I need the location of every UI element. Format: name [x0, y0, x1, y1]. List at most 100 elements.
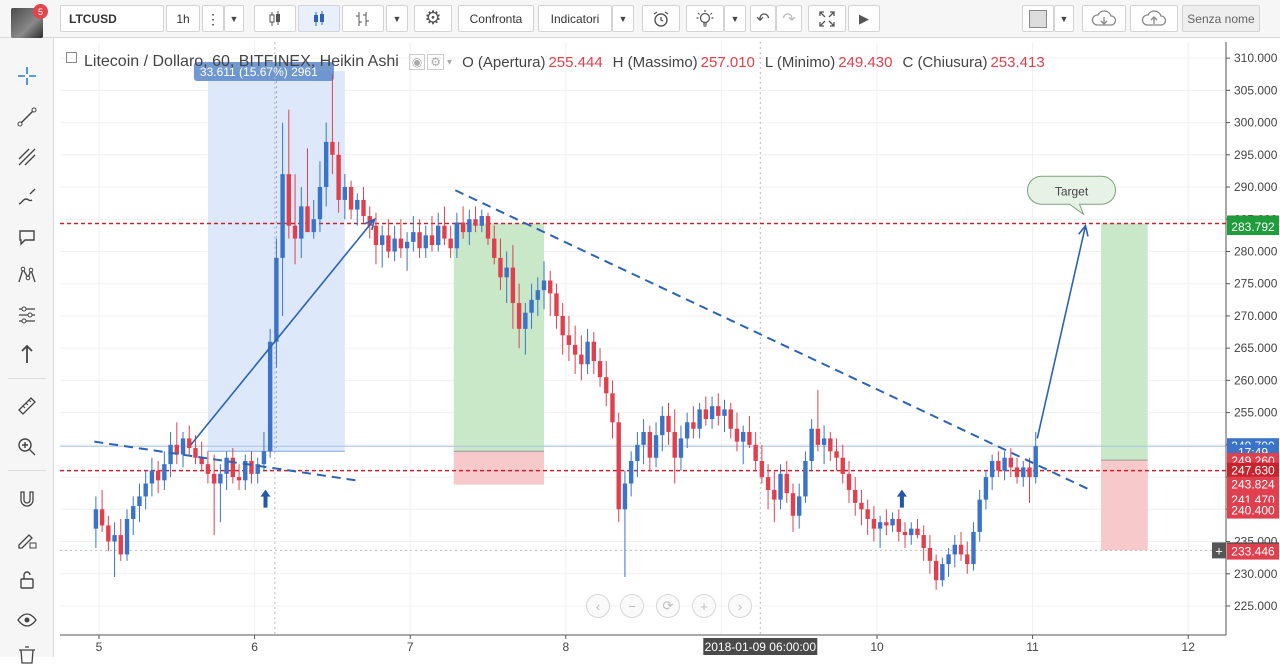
interval-label: 1h [176, 11, 190, 26]
arrow-tool[interactable] [14, 341, 40, 367]
pattern-tool[interactable] [14, 262, 40, 288]
candle-body [292, 225, 298, 239]
stay-in-drawing-mode-tool[interactable] [14, 527, 40, 553]
candle-body [572, 344, 578, 355]
scroll-right-button[interactable]: › [728, 594, 752, 618]
price-label: 243.824 [1231, 478, 1275, 492]
candle-body [803, 460, 808, 497]
magnet-icon [20, 491, 34, 507]
magnet-tool[interactable] [14, 486, 40, 512]
play-icon: ▶ [859, 10, 869, 26]
redo-button[interactable]: ↷ [776, 5, 802, 32]
interval-menu-button[interactable]: ⋮ [202, 5, 224, 32]
layout-name-label: Senza nome [1187, 11, 1255, 26]
candle-body [485, 216, 491, 239]
toolbar-separator [8, 378, 46, 379]
candle-body [411, 232, 416, 242]
indicators-dropdown[interactable]: ▼ [612, 5, 634, 32]
indicators-button[interactable]: Indicatori [538, 5, 612, 32]
replay-button[interactable]: ▶ [848, 5, 880, 32]
price-label-bg [1227, 476, 1279, 493]
candles [93, 74, 1038, 590]
candle-body [1008, 457, 1014, 468]
interval-dropdown-button[interactable]: ▼ [224, 5, 244, 32]
chart-style-dropdown[interactable]: ▼ [386, 5, 408, 32]
candle-body [541, 280, 547, 291]
candle-body [672, 431, 677, 458]
collapse-legend-icon[interactable] [66, 52, 77, 63]
fullscreen-button[interactable] [808, 5, 846, 32]
candle-body [809, 428, 814, 461]
zoom-out-button[interactable]: − [620, 594, 644, 618]
candle-body [255, 464, 260, 474]
candle-body [684, 422, 690, 439]
measure-tool[interactable] [14, 393, 40, 419]
remove-drawings-tool[interactable] [14, 641, 40, 667]
zoom-tool[interactable] [14, 434, 40, 460]
up-arrow-icon [896, 489, 907, 508]
candle-body [106, 525, 111, 542]
chevron-down-icon[interactable]: ▾ [447, 56, 453, 68]
lock-drawings-tool[interactable] [14, 567, 40, 593]
heikin-ashi-button[interactable] [298, 5, 340, 32]
settings-button[interactable]: ⚙ [414, 5, 452, 32]
candle-body [398, 238, 404, 249]
price-tick-label: 265.000 [1234, 341, 1278, 355]
pitchfork-tool[interactable] [14, 144, 40, 170]
crosshair-tool[interactable] [14, 63, 40, 89]
save-layout-button[interactable] [1130, 5, 1178, 32]
candle-body [896, 518, 901, 532]
candle-body [778, 473, 783, 500]
zoom-in-icon [18, 438, 36, 456]
candle-body [523, 312, 528, 329]
compare-button[interactable]: Confronta [458, 5, 534, 32]
candle-body [604, 377, 609, 394]
reset-chart-button[interactable]: ⟳ [656, 594, 680, 618]
candle-body [535, 290, 540, 300]
chart-legend: Litecoin / Dollaro, 60, BITFINEX, Heikin… [64, 50, 1045, 74]
candle-body [230, 457, 236, 478]
bars-style-button[interactable] [342, 5, 384, 32]
price-label: 233.446 [1231, 545, 1275, 559]
candle-body [1021, 467, 1026, 478]
brush-tool[interactable] [14, 184, 40, 210]
price-tick-label: 310.000 [1234, 51, 1278, 65]
price-label: 283.792 [1231, 220, 1275, 234]
color-theme-button[interactable] [1022, 5, 1054, 32]
trend-line-tool[interactable] [14, 104, 40, 130]
annotation-tool[interactable] [14, 224, 40, 250]
hide-drawings-tool[interactable] [14, 607, 40, 633]
symbol-search-input[interactable]: LTCUSD [60, 5, 164, 32]
caret-down-icon: ▼ [618, 13, 628, 24]
gear-icon[interactable]: ⚙ [427, 54, 445, 70]
candle-body [641, 431, 646, 445]
undo-button[interactable]: ↶ [750, 5, 776, 32]
candle-body [622, 483, 628, 510]
price-tick-label: 255.000 [1234, 406, 1278, 420]
candle-body [330, 141, 335, 155]
price-tick-label: 295.000 [1234, 148, 1278, 162]
candle-body [996, 460, 1001, 471]
idea-button[interactable] [686, 5, 724, 32]
candle-body [193, 448, 198, 458]
candle-body [467, 219, 472, 233]
eye-icon[interactable]: ◉ [408, 54, 426, 70]
prediction-tool[interactable] [14, 302, 40, 328]
alert-button[interactable] [642, 5, 680, 32]
price-label: 240.400 [1231, 504, 1275, 518]
idea-dropdown[interactable]: ▼ [724, 5, 746, 32]
candle-body [977, 499, 982, 532]
color-theme-dropdown[interactable]: ▼ [1054, 5, 1074, 32]
scroll-left-button[interactable]: ‹ [586, 594, 610, 618]
candle-body [143, 483, 148, 497]
interval-button[interactable]: 1h [166, 5, 200, 32]
layout-name-button[interactable]: Senza nome [1182, 5, 1260, 32]
candle-body [666, 415, 671, 432]
bar-style-button[interactable] [254, 5, 296, 32]
trend-line-icon [17, 107, 37, 127]
load-layout-button[interactable] [1082, 5, 1126, 32]
price-chart[interactable]: 33.611 (15.67%) 2961 Target 225.000230.0… [60, 42, 1280, 657]
price-tick-label: 260.000 [1234, 373, 1278, 387]
zoom-in-button[interactable]: + [692, 594, 716, 618]
price-tick-label: 300.000 [1234, 116, 1278, 130]
